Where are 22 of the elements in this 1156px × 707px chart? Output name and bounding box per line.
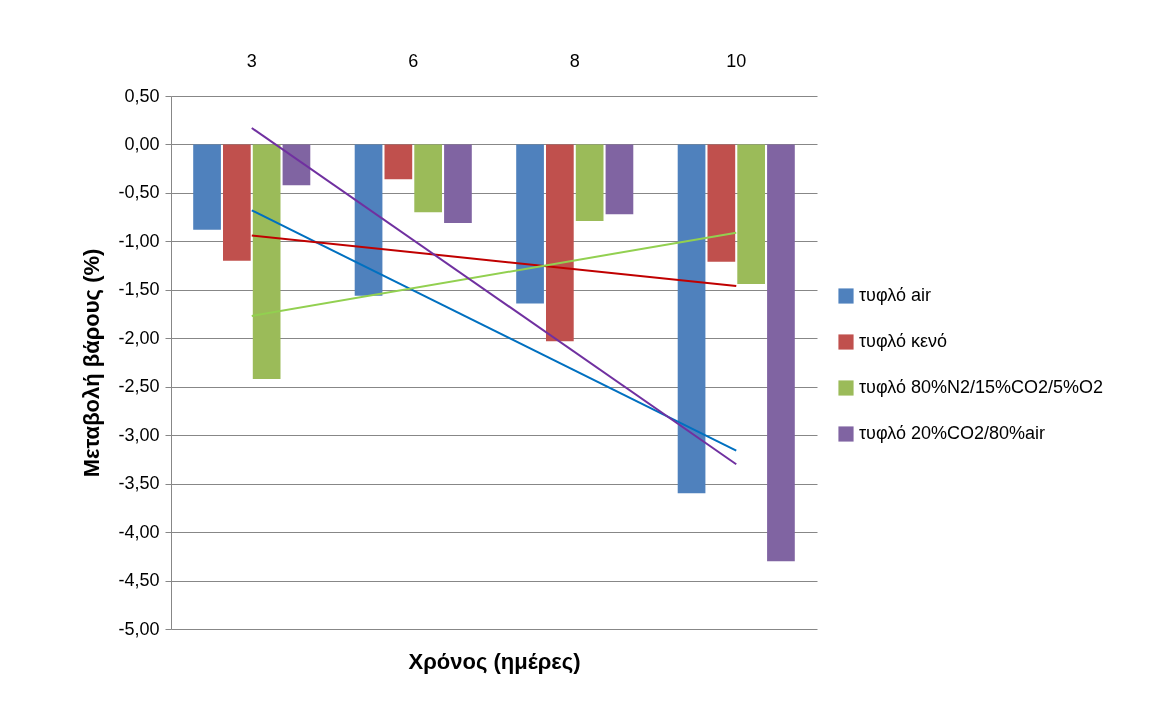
y-tick-label: -1,50	[118, 279, 160, 300]
legend-label: τυφλό 20%CO2/80%air	[859, 423, 1046, 443]
x-tick-label: 3	[246, 50, 257, 71]
y-tick-label: -2,50	[118, 376, 160, 397]
y-axis-title: Μεταβολή βάρους (%)	[79, 248, 105, 478]
x-axis-title: Χρόνος (ημέρες)	[408, 648, 581, 674]
x-tick-label: 10	[726, 50, 747, 71]
y-tick-label: -5,00	[118, 618, 160, 639]
y-tick-label: -1,00	[118, 230, 160, 251]
y-tick-label: -4,00	[118, 521, 160, 542]
y-tick-label: 0,50	[124, 85, 160, 106]
y-tick-label: -4,50	[118, 570, 160, 591]
y-tick-label: 0,00	[124, 133, 160, 154]
legend-label: τυφλό air	[859, 285, 932, 305]
legend-label: τυφλό κενό	[859, 331, 948, 351]
x-tick-label: 6	[408, 50, 419, 71]
legend-label: τυφλό 80%N2/15%CO2/5%O2	[859, 377, 1104, 397]
y-tick-label: -3,50	[118, 473, 160, 494]
y-tick-label: -0,50	[118, 182, 160, 203]
y-tick-label: -3,00	[118, 424, 160, 445]
y-tick-label: -2,00	[118, 327, 160, 348]
x-tick-label: 8	[569, 50, 580, 71]
